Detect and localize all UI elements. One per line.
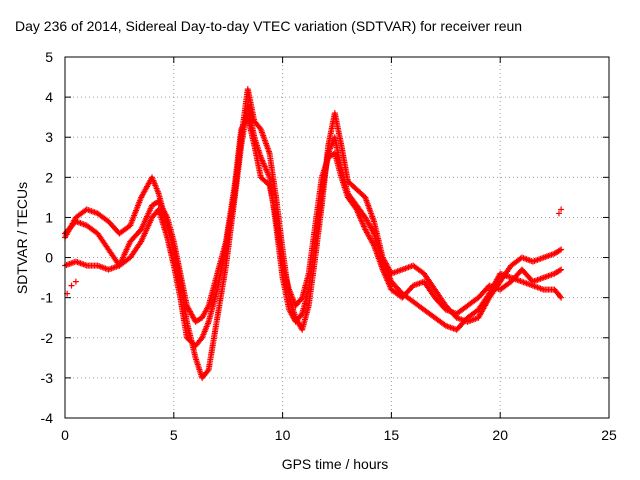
x-tick-label: 5 — [170, 427, 178, 443]
data-point — [68, 282, 75, 289]
plot-frame — [64, 56, 610, 419]
series-isolated — [64, 206, 565, 297]
y-tick-label: 1 — [45, 209, 53, 225]
data-point — [558, 266, 565, 273]
y-tick-label: 3 — [45, 129, 53, 145]
y-tick-label: -3 — [41, 370, 54, 386]
y-tick-label: 5 — [45, 49, 53, 65]
data-point — [557, 293, 564, 300]
data-point — [298, 296, 305, 303]
y-tick-label: -2 — [41, 330, 54, 346]
data-point — [556, 267, 563, 274]
x-tick-label: 20 — [492, 427, 508, 443]
data-point — [555, 210, 562, 217]
y-tick-label: 2 — [45, 169, 53, 185]
axis-ticks: 0 5 10 15 20 25 -4 -3 -2 -1 0 1 2 3 4 5 — [41, 49, 617, 443]
chart-title: Day 236 of 2014, Sidereal Day-to-day VTE… — [15, 18, 523, 34]
data-point — [558, 206, 565, 213]
y-tick-label: 4 — [45, 89, 53, 105]
data-point — [556, 247, 563, 254]
data-points — [62, 86, 565, 381]
x-tick-label: 25 — [601, 427, 617, 443]
x-tick-label: 15 — [384, 427, 400, 443]
data-point — [558, 246, 565, 253]
series-track-3 — [62, 114, 565, 325]
data-point — [298, 312, 305, 319]
data-point — [72, 278, 79, 285]
data-point — [204, 368, 211, 375]
y-tick-label: -4 — [41, 410, 54, 426]
x-tick-label: 10 — [275, 427, 291, 443]
x-axis-label: GPS time / hours — [281, 456, 389, 472]
x-tick-label: 0 — [61, 427, 69, 443]
data-point — [558, 294, 565, 301]
y-tick-label: 0 — [45, 250, 53, 266]
series-track-2 — [62, 86, 565, 349]
grid — [65, 57, 609, 418]
y-tick-label: -1 — [41, 290, 54, 306]
